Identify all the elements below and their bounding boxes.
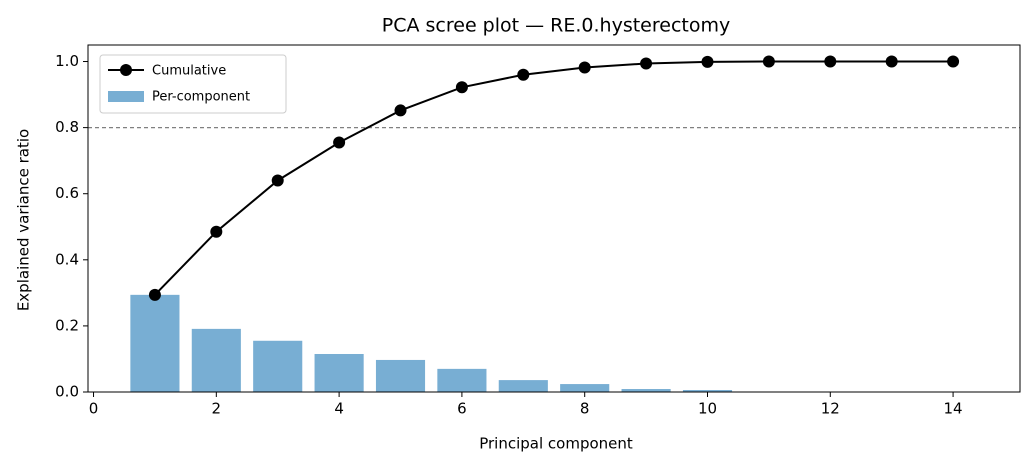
bar [621, 389, 671, 392]
y-axis-label: Explained variance ratio [15, 129, 33, 311]
y-tick-label: 1.0 [55, 52, 79, 70]
x-tick-label: 4 [334, 400, 344, 418]
legend-label: Per-component [152, 90, 250, 105]
marker [333, 136, 346, 149]
marker [701, 55, 714, 68]
chart-title: PCA scree plot — RE.0.hysterectomy [382, 15, 730, 37]
marker [517, 68, 530, 81]
x-tick-label: 14 [944, 400, 963, 418]
marker [271, 174, 284, 187]
marker [210, 225, 223, 238]
marker [947, 55, 960, 68]
x-tick-label: 2 [212, 400, 222, 418]
y-tick-label: 0.6 [55, 184, 79, 202]
marker [148, 288, 161, 301]
bar [253, 340, 303, 392]
bar [560, 384, 610, 392]
marker [885, 55, 898, 68]
x-tick-label: 0 [89, 400, 99, 418]
x-tick-label: 8 [580, 400, 590, 418]
x-tick-label: 10 [698, 400, 717, 418]
marker [762, 55, 775, 68]
bar [191, 328, 241, 392]
line [154, 60, 954, 296]
y-tick-label: 0.0 [55, 383, 79, 401]
marker [578, 61, 591, 74]
marker [824, 55, 837, 68]
y-tick-label: 0.2 [55, 316, 79, 334]
x-tick-label: 12 [821, 400, 840, 418]
marker [640, 57, 653, 70]
legend-swatch [108, 91, 144, 102]
bar [375, 359, 426, 392]
marker [455, 81, 468, 94]
bar [314, 353, 364, 392]
x-tick-label: 6 [457, 400, 467, 418]
plot-frame [87, 44, 1021, 393]
bar [498, 380, 548, 392]
legend-marker [120, 64, 132, 76]
legend-label: Cumulative [152, 64, 226, 79]
y-tick-label: 0.4 [55, 250, 79, 268]
y-tick-label: 0.8 [55, 118, 79, 136]
bar [682, 390, 733, 392]
legend-box [99, 54, 287, 114]
marker [394, 104, 407, 117]
bar [130, 294, 180, 392]
x-axis-label: Principal component [479, 435, 633, 453]
legend: Cumulative Per-component [99, 54, 287, 114]
bar [437, 368, 487, 392]
